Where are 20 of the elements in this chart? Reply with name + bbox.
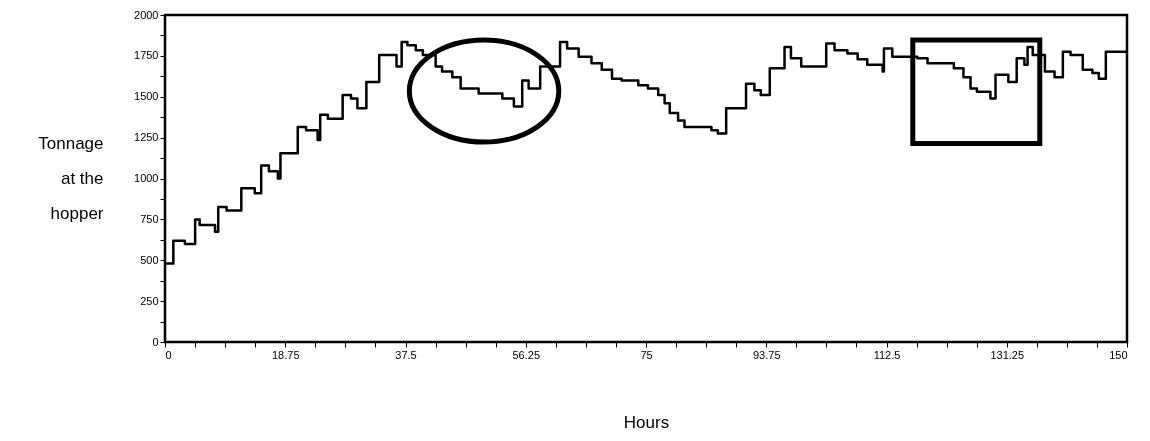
y-tick-label: 1250 xyxy=(134,131,159,144)
y-tick-label: 1500 xyxy=(134,90,159,103)
y-tick-label: 1750 xyxy=(134,49,159,62)
y-tick-label: 0 xyxy=(152,335,159,348)
x-tick-label: 56.25 xyxy=(512,348,541,361)
x-tick-label: 93.75 xyxy=(752,348,781,361)
x-tick-label: 37.5 xyxy=(395,348,417,361)
x-axis-title: Hours xyxy=(623,412,670,432)
y-tick-label: 1000 xyxy=(134,172,159,184)
y-tick-label: 2000 xyxy=(134,8,159,21)
y-tick-label: 500 xyxy=(140,253,159,266)
y-tick-label: 250 xyxy=(140,294,159,307)
x-tick-label: 112.5 xyxy=(873,348,901,361)
x-tick-label: 0 xyxy=(165,348,172,361)
y-axis-title: Tonnage at the hopper xyxy=(38,133,104,223)
x-tick-label: 18.75 xyxy=(271,348,300,361)
y-tick-label: 750 xyxy=(140,212,159,225)
x-tick-label: 75 xyxy=(640,348,653,361)
x-tick-label: 131.25 xyxy=(990,348,1025,361)
x-tick-label: 150 xyxy=(1109,348,1128,361)
